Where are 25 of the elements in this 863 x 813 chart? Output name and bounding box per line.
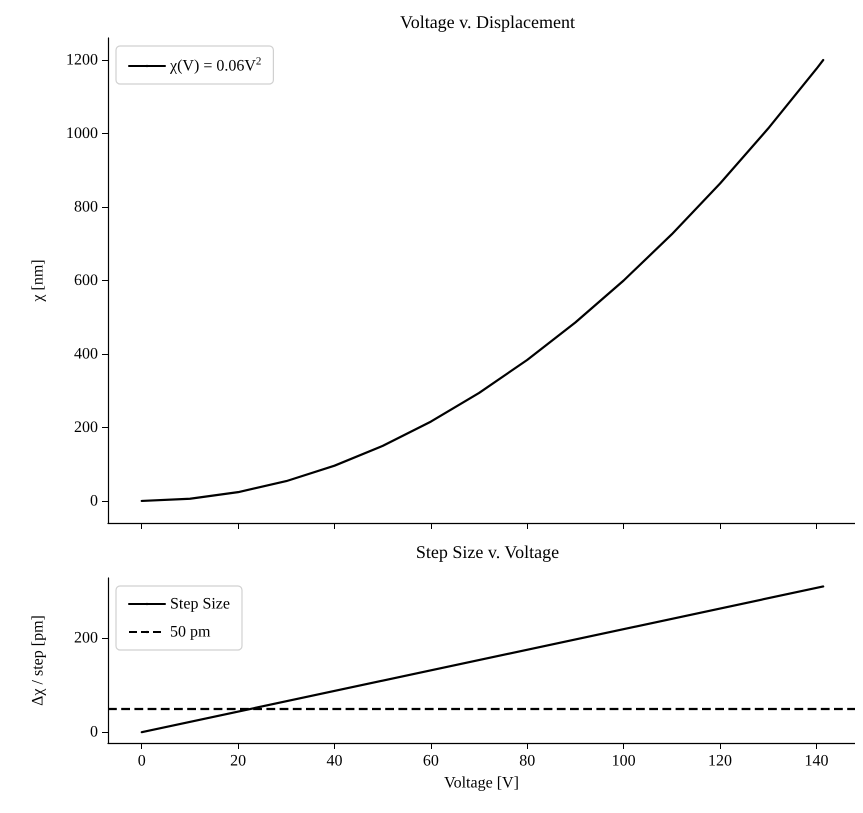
y-tick-label: 200: [74, 630, 98, 647]
y-tick-label: 0: [90, 492, 98, 510]
line-series: [140, 58, 824, 502]
y-tick-label: 0: [90, 724, 98, 741]
x-tick-label: 60: [422, 752, 439, 770]
y-axis-title: χ [nm]: [30, 259, 46, 303]
legend-label: Step Size: [170, 596, 230, 612]
y-tick-label: 800: [74, 198, 98, 216]
y-tick-label: 200: [74, 418, 98, 436]
y-tick-label: 400: [74, 345, 98, 362]
x-tick-label: 80: [519, 752, 536, 770]
x-axis-title: Voltage [V]: [444, 774, 519, 792]
chart-title: Step Size v. Voltage: [416, 542, 560, 562]
x-tick-label: 40: [326, 752, 343, 770]
y-axis-title: Δχ / step [pm]: [30, 615, 46, 706]
x-tick-label: 120: [708, 752, 732, 770]
x-tick-label: 140: [804, 752, 828, 770]
chart-title: Voltage v. Displacement: [400, 12, 575, 32]
legend-label: 50 pm: [170, 624, 211, 640]
y-tick-label: 600: [74, 272, 98, 289]
x-tick-label: 20: [230, 752, 246, 770]
y-tick-label: 1000: [66, 125, 98, 142]
x-tick-label: 100: [612, 752, 636, 770]
y-tick-label: 1200: [66, 52, 98, 69]
x-tick-label: 0: [138, 752, 146, 770]
